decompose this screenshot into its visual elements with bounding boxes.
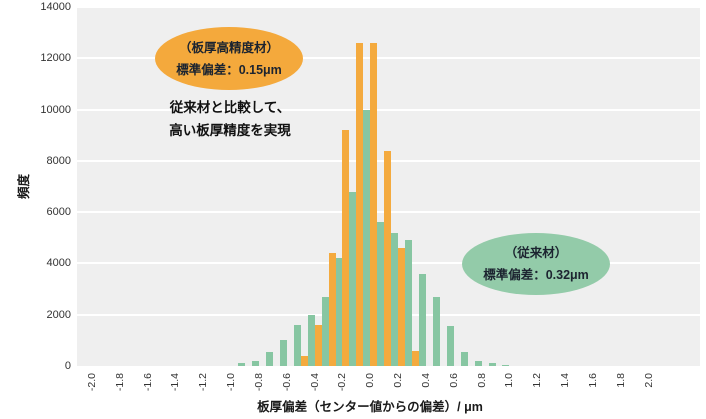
bar-板厚高精度材-0 xyxy=(370,42,378,366)
y-tick-8000: 8000 xyxy=(46,154,71,167)
bar-従来材--0.3 xyxy=(321,296,329,366)
bar-従来材-0.9 xyxy=(488,363,496,366)
y-tick-10000: 10000 xyxy=(40,103,71,116)
bar-従来材-0 xyxy=(363,109,371,366)
bar-従来材-0.4 xyxy=(418,273,426,366)
x-tick-1.0: 1.0 xyxy=(503,373,516,388)
callout-high-precision-material: （板厚高精度材） 標準偏差：0.15μm xyxy=(155,27,303,90)
bar-板厚高精度材--0.5 xyxy=(300,355,308,366)
bar-従来材-0.1 xyxy=(377,222,385,366)
y-tick-12000: 12000 xyxy=(40,52,71,65)
x-axis-title: 板厚偏差（センター値からの偏差）/ μm xyxy=(257,400,483,414)
x-tick--1.2: -1.2 xyxy=(197,373,210,392)
bar-従来材-0.5 xyxy=(432,296,440,366)
gridline-10000 xyxy=(77,108,700,111)
bar-従来材-0.8 xyxy=(474,360,482,366)
bar-板厚高精度材-0.2 xyxy=(398,248,406,366)
x-tick--0.4: -0.4 xyxy=(308,373,321,392)
x-tick-0.6: 0.6 xyxy=(447,373,460,388)
bar-従来材-1 xyxy=(502,364,510,366)
comparison-note: 従来材と比較して、 高い板厚精度を実現 xyxy=(130,97,330,142)
bar-板厚高精度材--0.4 xyxy=(314,324,322,366)
bar-板厚高精度材-0.1 xyxy=(384,150,392,366)
bar-従来材--0.2 xyxy=(335,258,343,366)
x-tick-0.0: 0.0 xyxy=(364,373,377,388)
bar-板厚高精度材--0.1 xyxy=(356,42,364,366)
x-tick-0.4: 0.4 xyxy=(419,373,432,388)
gridline-12000 xyxy=(77,57,700,60)
x-tick--1.0: -1.0 xyxy=(225,373,238,392)
y-tick-14000: 14000 xyxy=(40,1,71,13)
comparison-note-line2: 高い板厚精度を実現 xyxy=(169,122,291,138)
x-tick--0.8: -0.8 xyxy=(252,373,265,392)
x-tick-1.4: 1.4 xyxy=(559,373,572,388)
bar-従来材-0.7 xyxy=(460,351,468,366)
callout-conventional-line1: （従来材） xyxy=(504,246,568,260)
y-tick-2000: 2000 xyxy=(46,308,71,321)
bar-従来材--0.8 xyxy=(251,360,259,366)
bar-従来材--0.9 xyxy=(238,363,246,366)
x-tick-0.2: 0.2 xyxy=(392,373,405,388)
x-tick-1.6: 1.6 xyxy=(586,373,599,388)
bar-板厚高精度材--0.3 xyxy=(328,253,336,366)
y-tick-6000: 6000 xyxy=(46,206,71,219)
x-tick--2.0: -2.0 xyxy=(86,373,98,392)
x-tick--1.8: -1.8 xyxy=(113,373,126,392)
y-tick-4000: 4000 xyxy=(46,257,71,270)
bar-従来材-0.3 xyxy=(405,240,413,366)
bar-従来材-0.6 xyxy=(446,326,454,366)
x-tick--1.6: -1.6 xyxy=(141,373,154,392)
x-tick-2.0: 2.0 xyxy=(642,373,655,388)
bar-板厚高精度材-0.3 xyxy=(412,350,420,366)
bar-従来材-0.2 xyxy=(391,232,399,366)
callout-conventional-material: （従来材） 標準偏差：0.32μm xyxy=(462,233,610,295)
bar-従来材--0.7 xyxy=(265,351,273,366)
gridline-14000 xyxy=(77,6,700,8)
bar-従来材--0.1 xyxy=(349,191,357,366)
callout-conventional-stddev: 標準偏差：0.32μm xyxy=(483,268,589,282)
bar-従来材--0.4 xyxy=(307,314,315,366)
callout-high-precision-stddev: 標準偏差：0.15μm xyxy=(176,62,282,77)
y-tick-0: 0 xyxy=(64,360,71,372)
x-tick-1.8: 1.8 xyxy=(614,373,627,388)
bar-従来材--0.5 xyxy=(293,324,301,366)
x-tick--0.2: -0.2 xyxy=(336,373,349,392)
x-tick-1.2: 1.2 xyxy=(531,373,544,388)
bar-板厚高精度材--0.2 xyxy=(342,130,350,366)
x-tick--1.4: -1.4 xyxy=(169,373,182,392)
plot-area xyxy=(77,6,700,366)
callout-high-precision-line1: （板厚高精度材） xyxy=(178,40,279,55)
x-tick--0.6: -0.6 xyxy=(280,373,293,392)
bar-従来材--0.6 xyxy=(279,340,287,366)
comparison-note-line1: 従来材と比較して、 xyxy=(169,100,291,115)
y-axis-title: 頻度 xyxy=(17,173,31,199)
x-tick-0.8: 0.8 xyxy=(475,373,488,388)
